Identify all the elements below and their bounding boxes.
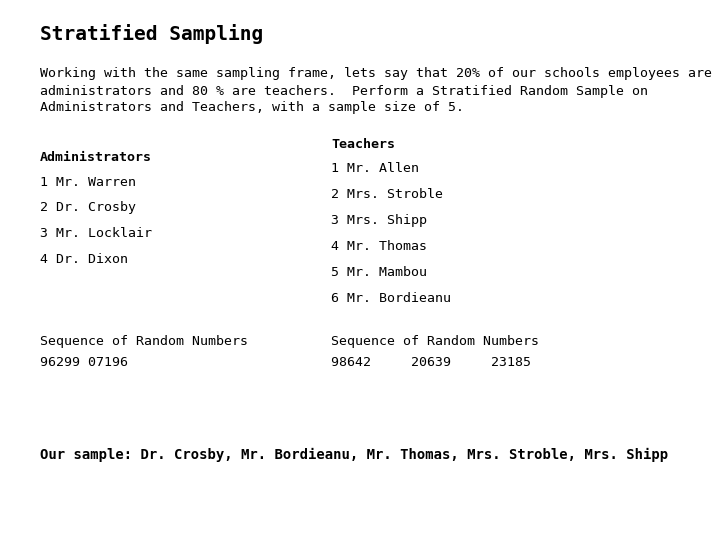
Text: Teachers: Teachers bbox=[331, 138, 395, 151]
Text: 2 Mrs. Stroble: 2 Mrs. Stroble bbox=[331, 188, 444, 201]
Text: 3 Mr. Locklair: 3 Mr. Locklair bbox=[40, 227, 152, 240]
Text: Stratified Sampling: Stratified Sampling bbox=[40, 24, 263, 44]
Text: 5 Mr. Mambou: 5 Mr. Mambou bbox=[331, 266, 427, 279]
Text: Administrators: Administrators bbox=[40, 151, 152, 164]
Text: 1 Mr. Allen: 1 Mr. Allen bbox=[331, 162, 419, 175]
Text: 3 Mrs. Shipp: 3 Mrs. Shipp bbox=[331, 214, 427, 227]
Text: Working with the same sampling frame, lets say that 20% of our schools employees: Working with the same sampling frame, le… bbox=[40, 68, 711, 114]
Text: 98642     20639     23185: 98642 20639 23185 bbox=[331, 356, 531, 369]
Text: 1 Mr. Warren: 1 Mr. Warren bbox=[40, 176, 135, 188]
Text: 4 Mr. Thomas: 4 Mr. Thomas bbox=[331, 240, 427, 253]
Text: 4 Dr. Dixon: 4 Dr. Dixon bbox=[40, 253, 127, 266]
Text: Sequence of Random Numbers: Sequence of Random Numbers bbox=[40, 335, 248, 348]
Text: 2 Dr. Crosby: 2 Dr. Crosby bbox=[40, 201, 135, 214]
Text: Our sample: Dr. Crosby, Mr. Bordieanu, Mr. Thomas, Mrs. Stroble, Mrs. Shipp: Our sample: Dr. Crosby, Mr. Bordieanu, M… bbox=[40, 448, 667, 462]
Text: Sequence of Random Numbers: Sequence of Random Numbers bbox=[331, 335, 539, 348]
Text: 6 Mr. Bordieanu: 6 Mr. Bordieanu bbox=[331, 292, 451, 305]
Text: 96299 07196: 96299 07196 bbox=[40, 356, 127, 369]
